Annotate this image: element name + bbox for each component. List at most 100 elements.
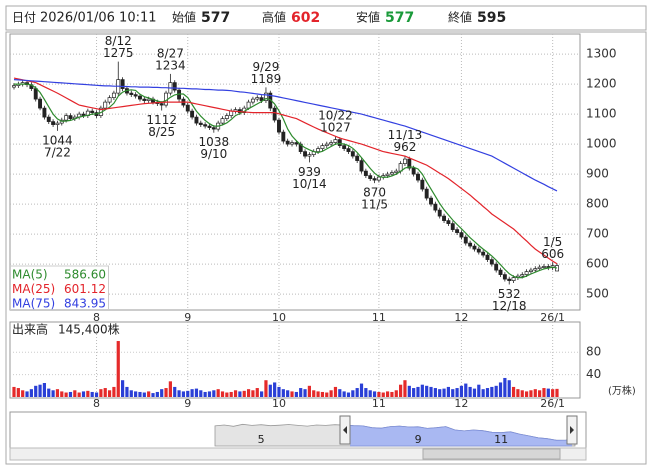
candle-body bbox=[346, 148, 351, 152]
volume-bar bbox=[377, 391, 381, 397]
candle-body bbox=[359, 160, 364, 172]
volume-bar bbox=[42, 383, 47, 397]
legend-value: 586.60 bbox=[64, 268, 106, 282]
candle-body bbox=[498, 269, 503, 275]
volume-bar bbox=[516, 389, 520, 397]
candle-body bbox=[133, 94, 138, 97]
high-value: 1234 bbox=[155, 58, 186, 72]
volume-bar bbox=[320, 391, 325, 397]
navigator-tick-label: 5 bbox=[258, 433, 265, 446]
quote-value: 602 bbox=[291, 10, 320, 26]
volume-bar bbox=[255, 388, 259, 397]
volume-bar bbox=[55, 389, 60, 397]
candle-body bbox=[472, 245, 477, 250]
candle-body bbox=[337, 139, 342, 146]
candle-body bbox=[528, 269, 533, 272]
high-value: 1275 bbox=[103, 46, 134, 60]
low-value: 939 bbox=[298, 165, 321, 179]
x-tick-label: 12 bbox=[454, 397, 468, 410]
candle-body bbox=[103, 101, 108, 109]
candle-body bbox=[42, 107, 47, 118]
volume-bar bbox=[151, 393, 155, 397]
high-value: 1027 bbox=[320, 121, 351, 135]
volume-bar bbox=[507, 380, 511, 397]
x-tick-label: 12 bbox=[454, 311, 468, 324]
x-tick-label: 8 bbox=[93, 311, 100, 324]
volume-bar bbox=[420, 384, 424, 397]
high-date: 8/27 bbox=[157, 46, 184, 60]
volume-bar bbox=[125, 386, 129, 397]
volume-bar bbox=[190, 389, 194, 397]
volume-bar bbox=[316, 391, 320, 397]
candle-body bbox=[437, 209, 442, 217]
low-date: 9/10 bbox=[200, 147, 227, 161]
ma-line bbox=[13, 79, 558, 192]
volume-bar bbox=[264, 380, 268, 397]
volume-bar bbox=[555, 388, 559, 397]
volume-bar bbox=[199, 390, 203, 397]
candle-body bbox=[255, 97, 260, 100]
y-tick-label: 1200 bbox=[586, 77, 617, 91]
volume-bar bbox=[216, 389, 220, 397]
low-value: 1044 bbox=[42, 133, 73, 147]
candle-body bbox=[146, 98, 151, 101]
low-value: 1112 bbox=[146, 113, 177, 127]
volume-bar bbox=[312, 390, 316, 397]
high-date: 11/13 bbox=[388, 128, 423, 142]
candle-body bbox=[511, 277, 516, 281]
volume-bar bbox=[459, 385, 464, 397]
candle-body bbox=[259, 97, 264, 101]
volume-bar bbox=[277, 386, 281, 397]
ma-line bbox=[14, 83, 558, 279]
candle-body bbox=[138, 95, 142, 100]
y-tick-label: 600 bbox=[586, 257, 609, 271]
y-tick-label: 800 bbox=[586, 197, 609, 211]
volume-bar bbox=[25, 391, 29, 397]
volume-bar bbox=[494, 385, 498, 397]
navigator-tick-label: 11 bbox=[494, 433, 508, 446]
volume-unit: (万株) bbox=[608, 384, 636, 397]
candle-body bbox=[542, 266, 546, 268]
candle-body bbox=[33, 88, 38, 100]
candle-body bbox=[489, 259, 494, 265]
candle-body bbox=[411, 167, 416, 175]
candle-body bbox=[468, 242, 473, 247]
volume-bar bbox=[29, 389, 33, 397]
candle-body bbox=[64, 115, 69, 121]
candle-body bbox=[250, 98, 255, 103]
legend-value: 843.95 bbox=[64, 297, 106, 311]
volume-bar bbox=[147, 391, 151, 397]
volume-bar bbox=[520, 390, 524, 397]
candle-body bbox=[446, 220, 451, 224]
volume-bar bbox=[90, 391, 94, 397]
volume-bar bbox=[107, 390, 112, 397]
volume-bar bbox=[329, 390, 333, 397]
volume-bar bbox=[238, 391, 242, 397]
volume-bar bbox=[68, 391, 73, 397]
candle-body bbox=[290, 142, 294, 145]
candle-body bbox=[376, 176, 381, 181]
volume-bar bbox=[464, 383, 468, 397]
volume-bar bbox=[121, 380, 125, 397]
volume-bar bbox=[325, 392, 329, 397]
volume-bar bbox=[477, 384, 481, 397]
volume-bar bbox=[446, 386, 450, 397]
volume-bar bbox=[164, 388, 168, 397]
high-value: 606 bbox=[541, 247, 564, 261]
candle-body bbox=[185, 104, 190, 112]
x-tick-label: 9 bbox=[184, 311, 191, 324]
candle-body bbox=[324, 143, 329, 146]
volume-bar bbox=[455, 388, 459, 397]
candle-body bbox=[120, 79, 125, 89]
candle-body bbox=[389, 172, 394, 175]
candle-body bbox=[407, 158, 412, 169]
volume-bar bbox=[403, 380, 407, 397]
candle-body bbox=[368, 175, 373, 179]
volume-bar bbox=[381, 392, 385, 397]
volume-bar bbox=[451, 389, 455, 397]
y-tick-label: 900 bbox=[586, 167, 609, 181]
candle-body bbox=[203, 124, 208, 127]
quote-value: 577 bbox=[201, 10, 230, 26]
volume-bar bbox=[394, 390, 398, 397]
